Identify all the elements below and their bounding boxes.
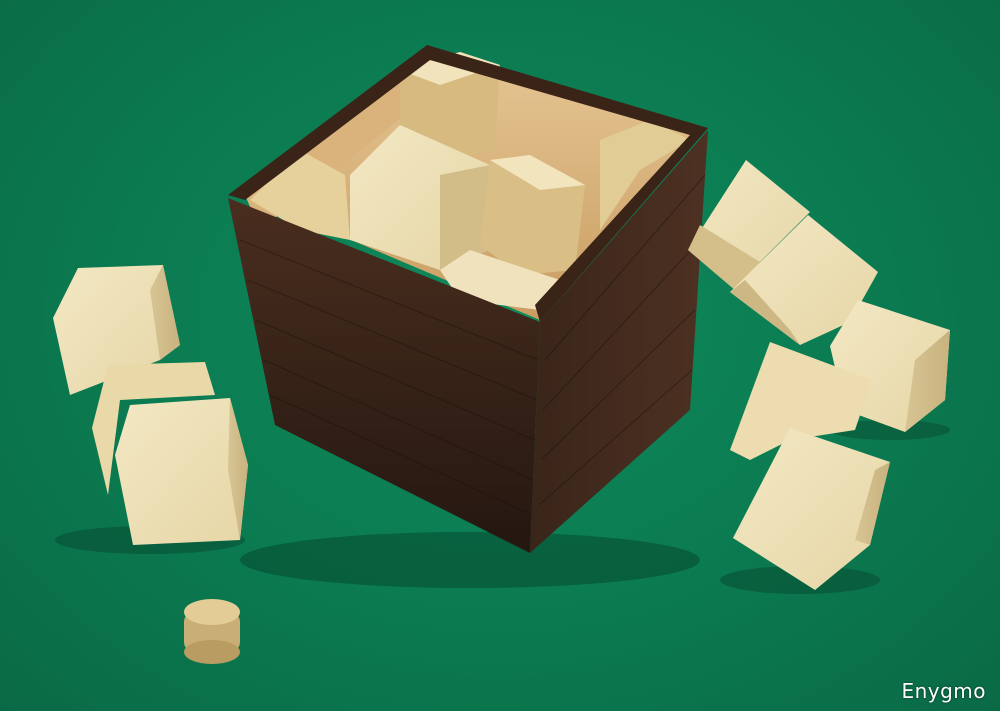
cube-right-top (688, 160, 810, 290)
cube-right-front (733, 428, 890, 590)
cube-left-top (53, 265, 180, 395)
cube-right-upper (730, 215, 878, 345)
right-cubes (688, 160, 950, 590)
watermark-text: Enygmo (901, 679, 986, 703)
wooden-box (228, 45, 708, 553)
cube-right-mid (730, 342, 872, 460)
cube-left-front (115, 398, 248, 545)
cube-left-middle (92, 362, 215, 495)
cubes-inside-box (250, 52, 690, 310)
cork-plug (184, 599, 240, 664)
left-cubes (53, 265, 248, 545)
